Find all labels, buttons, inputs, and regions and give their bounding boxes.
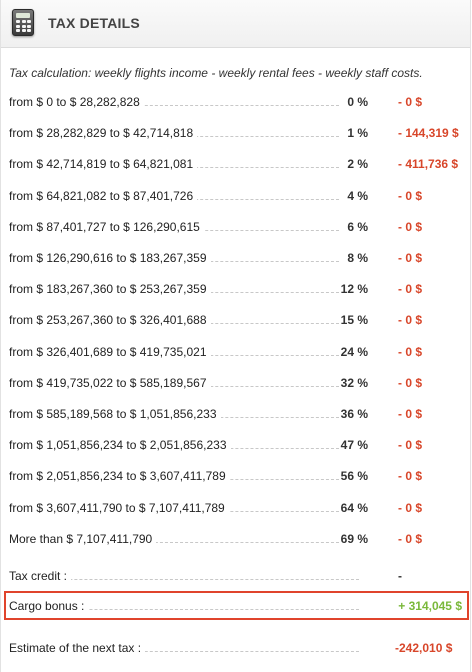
leader-dots xyxy=(9,579,359,580)
bracket-range: from $ 585,189,568 to $ 1,051,856,233 xyxy=(9,407,221,421)
calculator-icon xyxy=(12,9,34,36)
cargo-bonus-row: Cargo bonus : + 314,045 $ xyxy=(9,599,464,615)
bracket-rate: 0 % xyxy=(347,95,368,109)
bracket-rate: 24 % xyxy=(340,345,368,359)
bracket-rate: 4 % xyxy=(347,189,368,203)
bracket-rate: 15 % xyxy=(340,313,368,327)
tax-credit-row: Tax credit : - xyxy=(9,569,464,585)
bracket-range: from $ 87,401,727 to $ 126,290,615 xyxy=(9,220,204,234)
panel-title: TAX DETAILS xyxy=(48,15,140,31)
tax-bracket-row: from $ 28,282,829 to $ 42,714,818 1 % - 14… xyxy=(9,126,464,142)
bracket-tax-amount: - 0 $ xyxy=(398,345,423,359)
tax-bracket-row: from $ 1,051,856,234 to $ 2,051,856,233 4… xyxy=(9,438,464,454)
bracket-range: from $ 42,714,819 to $ 64,821,081 xyxy=(9,157,198,171)
leader-dots xyxy=(9,609,359,610)
tax-bracket-row: from $ 183,267,360 to $ 253,267,359 12 % -… xyxy=(9,282,464,298)
leader-dots xyxy=(9,542,339,543)
leader-dots xyxy=(9,651,359,652)
tax-bracket-row: from $ 3,607,411,790 to $ 7,107,411,789 6… xyxy=(9,501,464,517)
bracket-rate: 69 % xyxy=(340,532,368,546)
bracket-tax-amount: - 0 $ xyxy=(398,469,423,483)
leader-dots xyxy=(9,105,339,106)
tax-bracket-row: from $ 0 to $ 28,282,828 0 % - 0 $ xyxy=(9,95,464,111)
bracket-tax-amount: - 0 $ xyxy=(398,376,423,390)
tax-bracket-row: from $ 585,189,568 to $ 1,051,856,233 36 … xyxy=(9,407,464,423)
tax-bracket-row: from $ 126,290,616 to $ 183,267,359 8 % - … xyxy=(9,251,464,267)
next-tax-row: Estimate of the next tax : -242,010 $ xyxy=(9,641,464,657)
next-tax-value: -242,010 $ xyxy=(395,641,453,655)
bracket-range: from $ 419,735,022 to $ 585,189,567 xyxy=(9,376,211,390)
bracket-rate: 56 % xyxy=(340,469,368,483)
bracket-rate: 8 % xyxy=(347,251,368,265)
bracket-tax-amount: - 0 $ xyxy=(398,95,423,109)
bracket-range: from $ 3,607,411,790 to $ 7,107,411,789 xyxy=(9,501,229,515)
bracket-range: from $ 28,282,829 to $ 42,714,818 xyxy=(9,126,198,140)
bracket-range: from $ 326,401,689 to $ 419,735,021 xyxy=(9,345,211,359)
tax-bracket-row: from $ 326,401,689 to $ 419,735,021 24 % -… xyxy=(9,345,464,361)
tax-bracket-row: from $ 42,714,819 to $ 64,821,081 2 % - 41… xyxy=(9,157,464,173)
tax-bracket-row: from $ 419,735,022 to $ 585,189,567 32 % -… xyxy=(9,376,464,392)
bracket-tax-amount: - 0 $ xyxy=(398,501,423,515)
bracket-tax-amount: - 0 $ xyxy=(398,220,423,234)
bracket-rate: 47 % xyxy=(340,438,368,452)
bracket-range: from $ 253,267,360 to $ 326,401,688 xyxy=(9,313,211,327)
tax-credit-label: Tax credit : xyxy=(9,569,72,583)
bracket-range: from $ 0 to $ 28,282,828 xyxy=(9,95,144,109)
bracket-rate: 1 % xyxy=(347,126,368,140)
bracket-range: from $ 1,051,856,234 to $ 2,051,856,233 xyxy=(9,438,231,452)
tax-bracket-row: from $ 64,821,082 to $ 87,401,726 4 % - 0 … xyxy=(9,189,464,205)
bracket-tax-amount: - 0 $ xyxy=(398,282,423,296)
bracket-rate: 6 % xyxy=(347,220,368,234)
panel-header: TAX DETAILS xyxy=(1,0,470,48)
bracket-rate: 36 % xyxy=(340,407,368,421)
tax-bracket-row: from $ 2,051,856,234 to $ 3,607,411,789 5… xyxy=(9,469,464,485)
tax-bracket-row: from $ 253,267,360 to $ 326,401,688 15 % -… xyxy=(9,313,464,329)
next-tax-label: Estimate of the next tax : xyxy=(9,641,146,655)
bracket-tax-amount: - 144,319 $ xyxy=(398,126,459,140)
cargo-bonus-label: Cargo bonus : xyxy=(9,599,89,613)
bracket-tax-amount: - 0 $ xyxy=(398,438,423,452)
bracket-rate: 2 % xyxy=(347,157,368,171)
bracket-range: from $ 64,821,082 to $ 87,401,726 xyxy=(9,189,198,203)
bracket-range: More than $ 7,107,411,790 xyxy=(9,532,157,546)
bracket-tax-amount: - 0 $ xyxy=(398,189,423,203)
tax-bracket-row: from $ 87,401,727 to $ 126,290,615 6 % - 0… xyxy=(9,220,464,236)
bracket-tax-amount: - 0 $ xyxy=(398,407,423,421)
tax-bracket-row: More than $ 7,107,411,790 69 % - 0 $ xyxy=(9,532,464,548)
bracket-rate: 32 % xyxy=(340,376,368,390)
cargo-bonus-highlight xyxy=(4,591,469,620)
tax-credit-value: - xyxy=(398,569,402,583)
bracket-tax-amount: - 411,736 $ xyxy=(398,157,459,171)
bracket-range: from $ 183,267,360 to $ 253,267,359 xyxy=(9,282,211,296)
bracket-tax-amount: - 0 $ xyxy=(398,313,423,327)
bracket-range: from $ 126,290,616 to $ 183,267,359 xyxy=(9,251,211,265)
bracket-rate: 64 % xyxy=(340,501,368,515)
cargo-bonus-value: + 314,045 $ xyxy=(398,599,462,613)
bracket-range: from $ 2,051,856,234 to $ 3,607,411,789 xyxy=(9,469,230,483)
bracket-rate: 12 % xyxy=(340,282,368,296)
bracket-tax-amount: - 0 $ xyxy=(398,251,423,265)
tax-calculation-description: Tax calculation: weekly flights income -… xyxy=(9,66,423,80)
bracket-tax-amount: - 0 $ xyxy=(398,532,423,546)
